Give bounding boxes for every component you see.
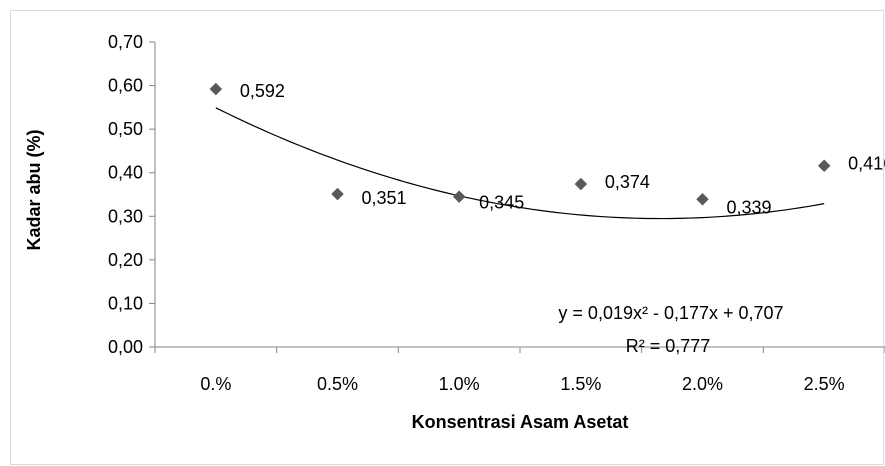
- y-tick-label: 0,00: [108, 337, 143, 357]
- x-axis-title: Konsentrasi Asam Asetat: [412, 412, 629, 432]
- y-tick-label: 0,20: [108, 250, 143, 270]
- trendline-equation: y = 0,019x² - 0,177x + 0,707: [558, 303, 783, 323]
- x-tick-label: 2.0%: [682, 374, 723, 394]
- data-point-marker: [817, 159, 831, 173]
- data-point-marker: [209, 82, 223, 96]
- x-tick-label: 1.0%: [439, 374, 480, 394]
- y-tick-label: 0,40: [108, 163, 143, 183]
- y-tick-label: 0,70: [108, 32, 143, 52]
- y-tick-label: 0,50: [108, 119, 143, 139]
- y-tick-label: 0,60: [108, 76, 143, 96]
- data-point-marker: [696, 192, 709, 206]
- x-tick-label: 2.5%: [804, 374, 845, 394]
- x-tick-label: 0.%: [200, 374, 231, 394]
- data-point-marker: [574, 177, 588, 191]
- data-point-marker: [452, 190, 466, 204]
- y-tick-label: 0,10: [108, 293, 143, 313]
- data-label: 0,374: [605, 172, 650, 192]
- data-label: 0,351: [362, 188, 407, 208]
- trendline: [215, 107, 825, 220]
- data-point-marker: [331, 187, 344, 201]
- data-label: 0,592: [240, 81, 285, 101]
- y-axis-title: Kadar abu (%): [24, 129, 44, 250]
- data-label: 0,345: [479, 193, 524, 213]
- chart-area: [10, 10, 884, 465]
- x-tick-label: 1.5%: [560, 374, 601, 394]
- data-label: 0,416: [848, 154, 885, 174]
- x-tick-label: 0.5%: [317, 374, 358, 394]
- r-squared-label: R² = 0,777: [626, 336, 711, 356]
- y-tick-label: 0,30: [108, 206, 143, 226]
- data-label: 0,339: [727, 197, 772, 217]
